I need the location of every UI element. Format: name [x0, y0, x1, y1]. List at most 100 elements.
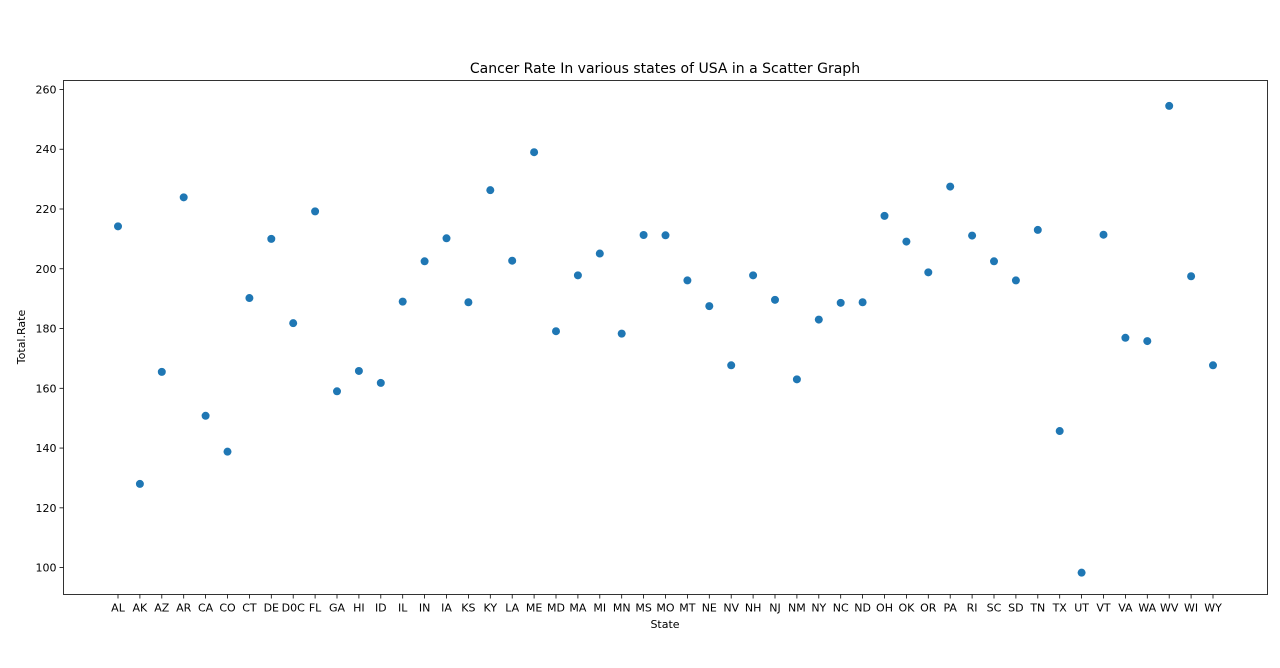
x-tick-label-ar: AR	[176, 602, 192, 615]
data-point-id	[376, 378, 385, 387]
x-tick-label-nv: NV	[723, 602, 739, 615]
x-tick-label-d0c: D0C	[282, 602, 305, 615]
x-tick-label-co: CO	[219, 602, 236, 615]
x-tick-label-sc: SC	[987, 602, 1002, 615]
data-point-wv	[1165, 101, 1174, 110]
x-tick-label-ks: KS	[461, 602, 475, 615]
y-tick-label: 180	[36, 323, 57, 336]
x-tick-label-ma: MA	[569, 602, 586, 615]
x-tick-label-ne: NE	[702, 602, 717, 615]
data-point-mo	[661, 231, 670, 240]
x-tick-label-al: AL	[111, 602, 126, 615]
x-tick-label-me: ME	[526, 602, 542, 615]
x-axis: AL AK AZ AR CA CO CT DE D0C FL GA HI ID IL IN IA KS KY LA M…	[111, 594, 1222, 615]
data-point-al	[114, 222, 122, 231]
data-point-or	[924, 268, 933, 277]
x-tick-label-tn: TN	[1029, 602, 1045, 615]
data-point-ok	[902, 237, 911, 246]
y-tick-label: 120	[36, 502, 57, 515]
y-tick-label: 200	[36, 263, 57, 276]
data-point-sc	[990, 257, 998, 266]
data-point-ma	[573, 271, 582, 280]
data-point-mi	[595, 249, 604, 258]
x-tick-label-il: IL	[398, 602, 408, 615]
data-point-mt	[683, 276, 692, 285]
data-point-hi	[354, 366, 363, 375]
y-tick-label: 260	[36, 83, 57, 96]
x-tick-label-ia: IA	[441, 602, 452, 615]
data-point-nm	[792, 375, 801, 384]
x-tick-label-nc: NC	[833, 602, 849, 615]
x-axis-label: State	[650, 618, 679, 631]
data-point-ca	[201, 411, 210, 420]
data-point-wa	[1143, 337, 1152, 346]
x-tick-label-hi: HI	[353, 602, 365, 615]
data-point-me	[530, 148, 539, 157]
data-point-mn	[617, 329, 626, 338]
data-point-ri	[968, 231, 977, 240]
data-point-de	[267, 234, 276, 243]
data-point-la	[508, 256, 517, 265]
x-tick-label-wi: WI	[1184, 602, 1198, 615]
x-tick-label-vt: VT	[1096, 602, 1111, 615]
data-point-nh	[749, 271, 758, 280]
x-tick-label-nm: NM	[788, 602, 806, 615]
x-tick-label-de: DE	[264, 602, 279, 615]
x-tick-label-wv: WV	[1160, 602, 1179, 615]
y-tick-label: 240	[36, 143, 57, 156]
data-point-nj	[771, 295, 779, 304]
x-tick-label-ok: OK	[898, 602, 915, 615]
x-tick-label-oh: OH	[876, 602, 893, 615]
x-tick-label-mn: MN	[613, 602, 631, 615]
y-axis: 100 120 140 160 180 200 220 240 260	[36, 83, 64, 575]
x-tick-label-sd: SD	[1008, 602, 1023, 615]
x-tick-label-in: IN	[419, 602, 430, 615]
data-point-fl	[311, 207, 320, 216]
plot-frame	[63, 80, 1268, 595]
x-tick-label-wa: WA	[1138, 602, 1156, 615]
data-point-ne	[705, 302, 714, 311]
data-point-ar	[179, 193, 188, 202]
data-point-d0c	[289, 319, 298, 328]
x-tick-label-md: MD	[547, 602, 565, 615]
data-point-az	[157, 367, 166, 376]
x-tick-label-ky: KY	[484, 602, 498, 615]
x-tick-label-wy: WY	[1204, 602, 1222, 615]
x-tick-label-nj: NJ	[769, 602, 780, 615]
x-tick-label-tx: TX	[1052, 602, 1068, 615]
chart-title: Cancer Rate In various states of USA in …	[470, 61, 860, 77]
data-point-md	[552, 327, 560, 336]
data-point-nc	[836, 298, 845, 307]
data-point-sd	[1011, 276, 1020, 285]
data-point-tx	[1055, 427, 1064, 436]
data-point-pa	[946, 182, 955, 191]
data-point-ut	[1077, 568, 1086, 577]
x-tick-label-ak: AK	[133, 602, 149, 615]
data-point-tn	[1033, 225, 1042, 234]
y-axis-label: Total.Rate	[15, 310, 28, 366]
y-tick-label: 220	[36, 203, 57, 216]
x-tick-label-ga: GA	[329, 602, 346, 615]
x-tick-label-nd: ND	[854, 602, 871, 615]
x-tick-label-fl: FL	[309, 602, 322, 615]
data-point-nd	[858, 298, 867, 307]
data-points	[114, 101, 1217, 577]
x-tick-label-ca: CA	[198, 602, 214, 615]
x-tick-label-ms: MS	[635, 602, 651, 615]
x-tick-label-id: ID	[375, 602, 387, 615]
data-point-va	[1121, 333, 1130, 342]
data-point-wi	[1187, 272, 1196, 281]
x-tick-label-ut: UT	[1074, 602, 1089, 615]
x-tick-label-mo: MO	[656, 602, 674, 615]
data-point-co	[223, 447, 232, 456]
data-point-il	[398, 297, 407, 306]
data-point-ak	[135, 479, 144, 488]
data-point-vt	[1099, 230, 1108, 239]
y-tick-label: 140	[36, 442, 57, 455]
x-tick-label-mi: MI	[593, 602, 606, 615]
data-point-ks	[464, 298, 473, 307]
x-tick-label-mt: MT	[679, 602, 695, 615]
x-tick-label-ri: RI	[967, 602, 978, 615]
y-tick-label: 100	[36, 562, 57, 575]
